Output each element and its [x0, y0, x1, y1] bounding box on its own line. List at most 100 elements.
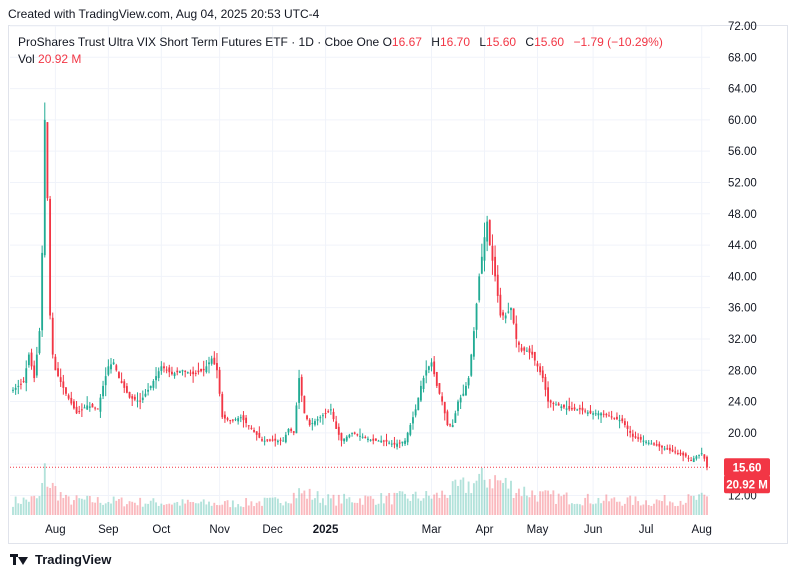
volume-bar [22, 497, 25, 515]
volume-bar [581, 505, 584, 515]
volume-bar [88, 495, 91, 515]
candle-body [49, 198, 52, 316]
volume-bar [165, 504, 168, 515]
candle-body [43, 119, 46, 256]
candle-body [210, 358, 213, 364]
candle-body [557, 403, 560, 406]
volume-bar [359, 498, 361, 515]
high-label: H [431, 35, 440, 49]
volume-bar [65, 494, 67, 515]
candle-body [20, 383, 22, 385]
volume-bar [14, 496, 17, 515]
open-value: 16.67 [391, 35, 422, 49]
candle-body [690, 460, 693, 462]
volume-bar [216, 504, 218, 515]
candle-body [422, 378, 425, 390]
volume-bar [435, 492, 438, 515]
x-tick-label: Aug [691, 524, 711, 536]
volume-bar [668, 501, 671, 515]
candle-body [568, 406, 571, 410]
volume-bar [102, 504, 104, 515]
candle-body [258, 432, 261, 438]
volume-bar [374, 504, 377, 515]
volume-bar [634, 496, 637, 515]
candle-body [125, 386, 128, 393]
volume-bar [221, 504, 224, 515]
candle-body [661, 445, 663, 448]
candle-body [223, 414, 226, 419]
candle-body [337, 426, 340, 435]
candle-body [269, 439, 271, 441]
candle-body [104, 376, 107, 386]
candle-body [287, 428, 290, 433]
volume-bar [621, 505, 624, 515]
volume-bar [398, 491, 401, 515]
candle-body [393, 442, 396, 445]
candle-body [62, 381, 65, 388]
volume-bar [62, 497, 65, 515]
volume-bar [57, 500, 59, 515]
x-tick-label: Oct [152, 524, 171, 536]
symbol-legend[interactable]: ProShares Trust Ultra VIX Short Term Fut… [18, 35, 669, 49]
candle-body [499, 294, 502, 316]
x-tick-label: Jun [584, 524, 603, 536]
candle-body [271, 439, 274, 441]
candle-body [637, 437, 640, 439]
candle-body [494, 256, 497, 277]
x-tick-label: Nov [209, 524, 230, 536]
candle-body [282, 440, 285, 442]
candle-body [73, 401, 75, 409]
candle-body [597, 413, 600, 416]
volume-bar [600, 503, 602, 515]
candle-body [647, 442, 650, 444]
volume-bar [35, 498, 38, 515]
volume-bar [647, 505, 650, 515]
candle-body [491, 245, 494, 261]
candle-body [502, 312, 504, 316]
volume-legend[interactable]: Vol 20.92 M [18, 52, 81, 66]
volume-bar [544, 490, 547, 515]
candle-body [510, 307, 512, 311]
volume-bar [139, 497, 142, 515]
candle-body [303, 395, 306, 414]
volume-bar [141, 506, 144, 515]
x-tick-label: Jul [639, 524, 654, 536]
volume-bar [650, 505, 653, 515]
candle-body [319, 417, 322, 419]
candle-body [404, 440, 406, 444]
volume-bar [329, 498, 332, 515]
y-tick-label: 24.00 [728, 397, 757, 409]
volume-label: Vol [18, 52, 35, 66]
volume-bar [531, 490, 534, 515]
volume-bar [592, 504, 595, 515]
volume-bar [284, 501, 287, 515]
volume-bar [186, 499, 189, 515]
volume-bar [520, 496, 523, 515]
candle-body [367, 438, 369, 440]
candle-body [645, 441, 647, 443]
candle-body [14, 387, 17, 390]
volume-bar [147, 503, 150, 515]
volume-bar [422, 498, 425, 515]
volume-bar [430, 498, 433, 515]
volume-bar [412, 494, 414, 515]
candle-body [488, 220, 491, 246]
volume-bar [276, 498, 279, 515]
volume-bar [369, 496, 372, 515]
candle-body [128, 391, 131, 398]
volume-bar [46, 486, 49, 515]
candle-body [668, 447, 671, 451]
volume-bar [27, 501, 30, 515]
candle-body [377, 440, 380, 442]
volume-bar [237, 504, 240, 515]
candle-body [292, 431, 295, 433]
candle-body [139, 400, 142, 402]
low-label: L [479, 35, 487, 49]
candle-body [520, 347, 523, 351]
tradingview-footer[interactable]: TradingView [10, 552, 111, 567]
y-tick-label: 20.00 [728, 428, 757, 440]
volume-bar [290, 503, 293, 515]
candle-body [364, 437, 367, 439]
candle-body [41, 252, 44, 331]
